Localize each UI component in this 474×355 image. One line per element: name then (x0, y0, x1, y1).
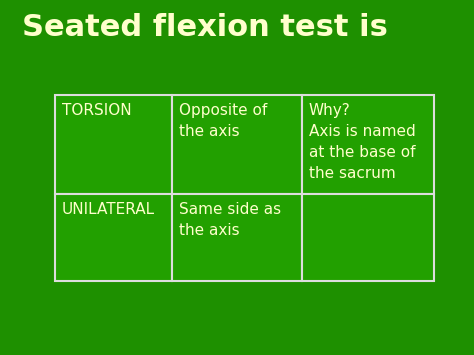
Bar (172, 194, 302, 281)
Text: UNILATERAL: UNILATERAL (62, 202, 155, 217)
Bar (55, 194, 172, 281)
Text: Why?
Axis is named
at the base of
the sacrum: Why? Axis is named at the base of the sa… (309, 103, 416, 181)
Text: TORSION: TORSION (62, 103, 132, 118)
Text: Same side as
the axis: Same side as the axis (179, 202, 281, 238)
Text: Opposite of
the axis: Opposite of the axis (179, 103, 267, 139)
Bar (302, 194, 434, 281)
Bar (302, 95, 434, 194)
Bar (55, 95, 172, 194)
Text: Seated flexion test is: Seated flexion test is (22, 13, 388, 42)
Bar (172, 95, 302, 194)
